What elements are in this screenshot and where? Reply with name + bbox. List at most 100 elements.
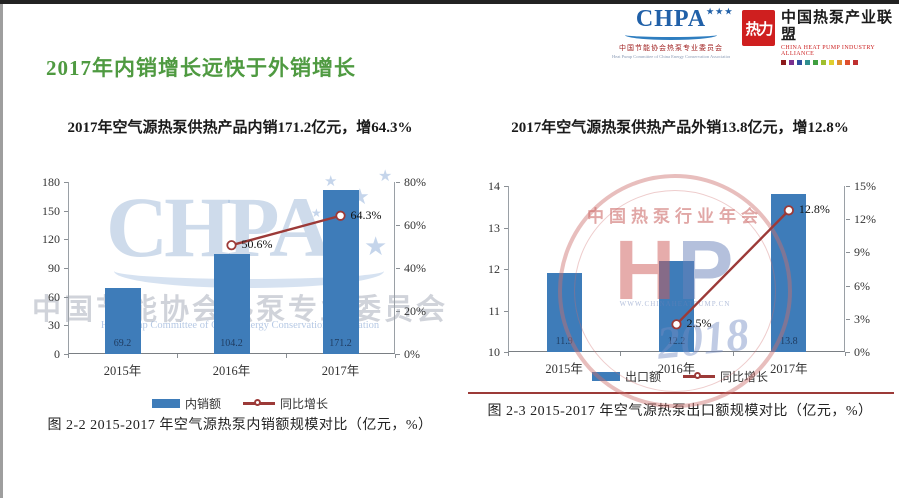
export-chart-legend: 出口额 同比增长: [468, 368, 892, 385]
left-axis-tick-label: 0: [54, 347, 60, 361]
domestic-chart-legend: 内销额 同比增长: [28, 395, 452, 412]
domestic-subtitle: 2017年空气源热泵供热产品内销171.2亿元，增64.3%: [67, 120, 413, 136]
bar-swatch-icon: [591, 372, 620, 381]
left-axis-tick: [64, 296, 68, 298]
x-axis-tick: [68, 354, 69, 358]
x-axis-tick: [177, 354, 178, 358]
legend-item-line-series: 同比增长: [683, 368, 768, 385]
left-axis-tick: [64, 182, 68, 183]
line-point-label: 50.6%: [241, 237, 273, 252]
line-swatch-marker-icon: [254, 399, 261, 406]
right-axis-tick: [396, 354, 400, 355]
left-axis-tick-label: 13: [488, 220, 500, 235]
right-axis-tick-label: 80%: [404, 175, 426, 189]
line-swatch-icon: [243, 399, 275, 406]
bar-value-label: 13.8: [780, 336, 798, 347]
left-axis-tick: [504, 310, 508, 312]
right-axis-tick: [846, 186, 850, 187]
right-axis-tick: [396, 225, 400, 226]
x-axis-tick: [845, 352, 846, 356]
export-subtitle: 2017年空气源热泵供热产品外销13.8亿元，增12.8%: [511, 120, 849, 136]
x-axis-category-label: 2017年: [770, 362, 808, 376]
left-axis-tick-label: 60: [48, 289, 60, 304]
chpa-stars-icon: ★★★: [706, 7, 734, 16]
x-axis-tick: [508, 352, 509, 356]
right-axis-tick-label: 6%: [854, 278, 870, 293]
right-axis-tick: [846, 252, 850, 254]
right-axis-tick: [396, 182, 400, 183]
right-axis-tick: [846, 318, 850, 320]
right-axis-tick-label: 40%: [404, 261, 426, 275]
legend-item-line-series: 同比增长: [243, 395, 328, 412]
chpa-logo: CHPA ★★★ 中国节能协会热泵专业委员会 Heat Pump Committ…: [612, 7, 732, 59]
x-axis-tick: [395, 354, 396, 358]
bar: [213, 254, 250, 354]
right-axis-tick: [396, 311, 400, 312]
left-axis-tick-label: 10: [488, 345, 500, 359]
line-swatch-marker-icon: [694, 372, 701, 379]
left-axis-tick: [504, 269, 508, 270]
right-axis-tick: [846, 285, 850, 287]
x-axis-category-label: 2016年: [212, 364, 251, 378]
left-axis-tick: [504, 352, 508, 353]
left-axis-tick-label: 14: [488, 179, 500, 193]
chpa-logo-cn-text: 中国节能协会热泵专业委员会: [619, 44, 723, 52]
export-chart-caption: 图 2-3 2015-2017 年空气源热泵出口额规模对比（亿元，%）: [487, 404, 873, 419]
x-axis-tick: [286, 354, 287, 358]
legend-item-bar-series: 内销额: [151, 395, 221, 412]
page-title: 2017年内销增长远快于外销增长: [46, 56, 356, 80]
right-axis-tick: [846, 352, 850, 353]
line-point-label: 12.8%: [798, 202, 830, 217]
bar-value-label: 11.9: [555, 336, 573, 347]
left-axis-tick: [64, 354, 68, 355]
alliance-logo: 热力 中国热泵产业联盟 CHINA HEAT PUMP INDUSTRY ALL…: [742, 10, 899, 65]
bar-value-label: 69.2: [113, 338, 132, 349]
line-point-label: 2.5%: [686, 316, 712, 331]
bar-value-label: 12.2: [667, 336, 686, 347]
left-axis-tick-label: 180: [42, 175, 60, 189]
legend-label: 同比增长: [720, 370, 769, 384]
right-axis-tick-label: 12%: [854, 212, 876, 227]
bar-swatch-icon: [151, 399, 180, 408]
legend-label: 内销额: [184, 397, 221, 411]
left-axis-tick: [504, 227, 508, 229]
domestic-chart-caption: 图 2-2 2015-2017 年空气源热泵内销额规模对比（亿元，%）: [47, 418, 433, 433]
left-axis-tick-label: 30: [48, 318, 60, 333]
left-axis-tick: [64, 325, 68, 327]
left-axis-tick-label: 120: [42, 232, 60, 247]
right-axis-tick-label: 15%: [854, 179, 876, 193]
left-axis-tick: [64, 210, 68, 212]
legend-label: 同比增长: [280, 397, 329, 411]
left-axis-tick-label: 90: [48, 261, 60, 275]
alliance-mark-icon: 热力: [742, 10, 776, 46]
chpa-wave-icon: [625, 30, 717, 40]
x-axis-tick: [620, 352, 622, 356]
left-axis-tick: [504, 186, 508, 187]
left-axis-tick: [64, 268, 68, 269]
alliance-color-bar: [781, 60, 899, 65]
legend-item-bar-series: 出口额: [591, 368, 661, 385]
right-axis-tick: [846, 219, 850, 221]
x-axis-category-label: 2017年: [321, 364, 360, 378]
right-axis-tick-label: 60%: [404, 218, 426, 232]
left-axis-tick-label: 12: [488, 262, 500, 276]
x-axis-tick: [732, 352, 734, 356]
alliance-logo-cn-text: 中国热泵产业联盟: [781, 10, 894, 43]
x-axis-category-label: 2015年: [103, 364, 142, 378]
line-swatch-icon: [683, 372, 715, 379]
right-axis-tick-label: 20%: [404, 304, 426, 318]
right-axis-tick-label: 0%: [854, 345, 870, 359]
left-axis-tick-label: 11: [488, 303, 500, 318]
legend-label: 出口额: [624, 370, 661, 384]
left-axis-tick-label: 150: [42, 203, 60, 218]
right-axis-tick-label: 0%: [404, 347, 420, 361]
x-axis-category-label: 2015年: [545, 362, 583, 376]
line-point-label: 64.3%: [350, 207, 382, 222]
right-axis-tick-label: 9%: [854, 245, 870, 260]
bar-value-label: 104.2: [220, 338, 243, 349]
alliance-logo-en-text: CHINA HEAT PUMP INDUSTRY ALLIANCE: [781, 45, 875, 57]
slide-top-border: [0, 0, 899, 4]
red-separator-line: [468, 392, 894, 394]
bar: [104, 287, 141, 354]
